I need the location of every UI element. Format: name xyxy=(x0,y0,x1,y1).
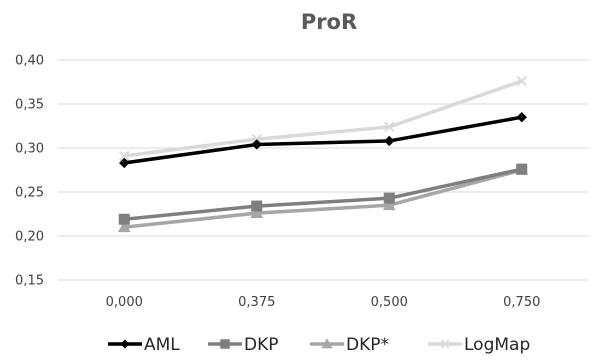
square-marker xyxy=(516,163,528,175)
legend-item: LogMap xyxy=(428,335,530,355)
y-tick-label: 0,35 xyxy=(15,98,44,113)
series-line xyxy=(122,168,524,229)
x-marker xyxy=(251,133,262,145)
x-tick-label: 0,500 xyxy=(371,295,408,310)
x-marker xyxy=(440,339,450,349)
chart-title: ProR xyxy=(301,10,357,34)
legend-item: DKP* xyxy=(310,335,389,355)
y-tick-label: 0,30 xyxy=(15,142,44,157)
series-logmap xyxy=(119,75,527,162)
x-tick-label: 0,000 xyxy=(106,295,143,310)
x-axis-ticks: 0,000 0,375 0,500 0,750 xyxy=(106,295,541,310)
diamond-marker xyxy=(251,139,262,150)
y-axis-ticks: 0,15 0,20 0,25 0,30 0,35 0,40 xyxy=(15,54,44,289)
y-tick-label: 0,40 xyxy=(15,54,44,69)
y-tick-label: 0,15 xyxy=(15,274,44,289)
series-dkp xyxy=(118,163,528,225)
diamond-marker xyxy=(119,157,130,169)
triangle-marker xyxy=(250,206,264,219)
legend-label: AML xyxy=(144,335,180,355)
series-line xyxy=(122,167,524,222)
series-dkp- xyxy=(117,163,529,233)
series-line xyxy=(122,115,524,165)
legend-item: DKP xyxy=(208,335,279,355)
legend-item: AML xyxy=(108,335,180,355)
gridlines xyxy=(58,59,588,281)
x-marker xyxy=(119,150,130,162)
series-lines xyxy=(117,75,529,233)
square-marker xyxy=(251,200,263,212)
legend-label: DKP* xyxy=(346,335,389,355)
square-marker xyxy=(118,213,130,225)
triangle-marker xyxy=(321,338,333,349)
y-tick-label: 0,20 xyxy=(15,230,44,245)
x-marker xyxy=(384,121,395,133)
diamond-marker xyxy=(384,135,395,147)
series-line xyxy=(122,79,524,158)
square-marker xyxy=(383,192,395,204)
x-marker xyxy=(516,75,527,87)
legend-label: DKP xyxy=(244,335,279,355)
x-tick-label: 0,750 xyxy=(503,295,540,310)
x-tick-label: 0,375 xyxy=(238,295,275,310)
series-aml xyxy=(119,111,527,169)
legend: AML DKP DKP* LogMap xyxy=(108,335,530,355)
triangle-marker xyxy=(117,220,131,233)
square-marker xyxy=(220,339,230,349)
diamond-marker xyxy=(120,339,130,349)
legend-label: LogMap xyxy=(464,335,530,355)
diamond-marker xyxy=(516,111,527,123)
y-tick-label: 0,25 xyxy=(15,186,44,201)
triangle-marker xyxy=(382,198,396,211)
